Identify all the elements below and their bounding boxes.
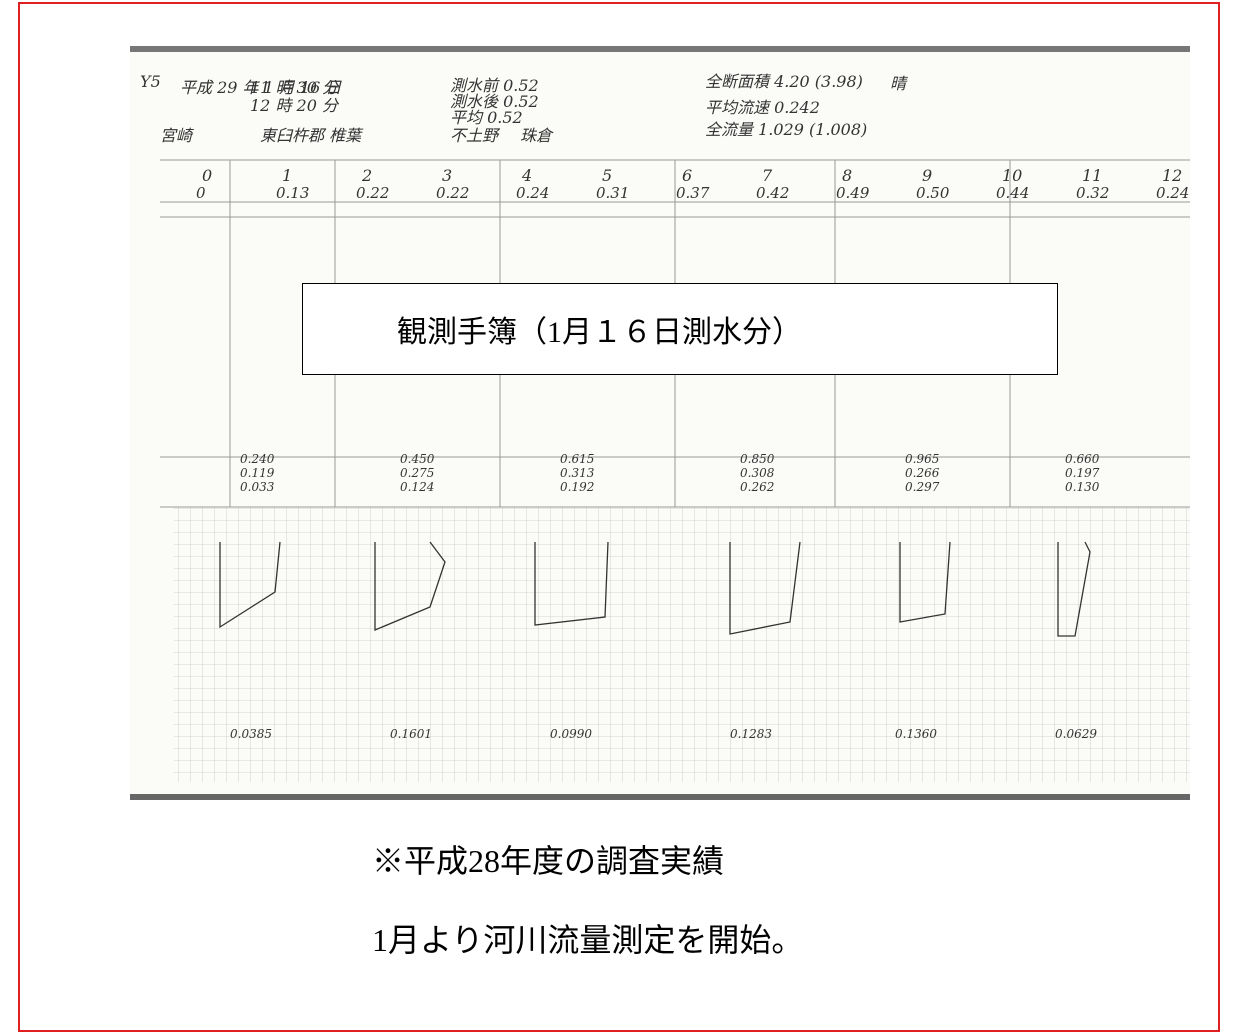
header-field: 宮崎: [160, 126, 193, 145]
station-depth: 0.24: [1156, 184, 1190, 202]
caption-line: ※平成28年度の調査実績: [372, 843, 725, 879]
section-total: 0.1360: [895, 727, 937, 741]
station-number: 0: [202, 166, 213, 185]
header-field: 測水前 0.52: [450, 76, 539, 95]
station-number: 1: [282, 166, 293, 185]
section-summary: 0.192: [560, 480, 595, 494]
header-field: 測水後 0.52: [450, 92, 539, 111]
header-field: 珠倉: [520, 126, 553, 145]
section-summary: 0.965: [905, 452, 940, 466]
station-number: 7: [762, 166, 773, 185]
station-number: 9: [922, 166, 933, 185]
section-summary: 0.297: [905, 480, 940, 494]
header-field: Y5: [140, 72, 161, 91]
station-number: 3: [442, 166, 453, 185]
graph-grid: [174, 507, 1190, 782]
section-summary: 0.660: [1065, 452, 1100, 466]
caption-line: 1月より河川流量測定を開始。: [372, 922, 804, 958]
section-summary: 0.266: [905, 466, 940, 480]
station-number: 5: [602, 166, 613, 185]
section-summary: 0.119: [240, 466, 275, 480]
station-depth: 0.22: [436, 184, 470, 202]
station-depth: 0.50: [916, 184, 950, 202]
station-number: 4: [522, 166, 533, 185]
section-summary: 0.308: [740, 466, 775, 480]
section-total: 0.1283: [730, 727, 772, 741]
station-depth: 0.49: [836, 184, 870, 202]
cross-section-sketches: [219, 541, 1091, 637]
station-number: 6: [682, 166, 693, 185]
station-depth: 0: [196, 184, 206, 202]
station-depth: 0.37: [676, 184, 710, 202]
header-field: 平均流速 0.242: [705, 98, 820, 117]
section-total: 0.0629: [1055, 727, 1097, 741]
station-depth: 0.31: [596, 184, 630, 202]
header-field: 不土野: [450, 126, 499, 145]
header-field: 12 時 20 分: [250, 96, 338, 115]
section-summary: 0.130: [1065, 480, 1100, 494]
section-total: 0.1601: [390, 727, 432, 741]
section-summary: 0.262: [740, 480, 775, 494]
station-number: 2: [362, 166, 373, 185]
callout-label: 観測手簿（1月１６日測水分）: [302, 283, 1058, 375]
table-rules: [160, 159, 1190, 508]
header-field: 全断面積 4.20 (3.98): [705, 72, 863, 91]
section-total: 0.0990: [550, 727, 592, 741]
header-field: 平均 0.52: [450, 108, 523, 127]
section-total: 0.0385: [230, 727, 272, 741]
station-number: 11: [1082, 166, 1103, 185]
station-number: 12: [1162, 166, 1183, 185]
station-depth: 0.32: [1076, 184, 1110, 202]
section-summary: 0.850: [740, 452, 775, 466]
section-summary: 0.313: [560, 466, 595, 480]
station-depth: 0.44: [996, 184, 1030, 202]
station-depth: 0.24: [516, 184, 550, 202]
section-summary: 0.240: [240, 452, 275, 466]
section-summary: 0.615: [560, 452, 595, 466]
header-field: 晴: [890, 74, 907, 93]
section-summary: 0.197: [1065, 466, 1100, 480]
section-summary: 0.124: [400, 480, 435, 494]
station-number: 8: [842, 166, 853, 185]
section-summary: 0.450: [400, 452, 435, 466]
header-field: 11 時 30 分: [250, 78, 338, 97]
header-field: 全流量 1.029 (1.008): [705, 120, 868, 139]
station-depth: 0.13: [276, 184, 310, 202]
scanned-sheet: Y5 平成 29 年 1 月 16 日 11 時 30 分 12 時 20 分 測水前 …: [130, 46, 1190, 800]
station-depth: 0.42: [756, 184, 790, 202]
header-field: 東臼杵郡 椎葉: [260, 126, 362, 145]
section-summary: 0.033: [240, 480, 275, 494]
station-number: 10: [1002, 166, 1023, 185]
header-field: 平成 29 年 1 月 16 日: [180, 78, 342, 97]
sheet-lines: [160, 159, 1190, 782]
section-summary: 0.275: [400, 466, 435, 480]
station-depth: 0.22: [356, 184, 390, 202]
